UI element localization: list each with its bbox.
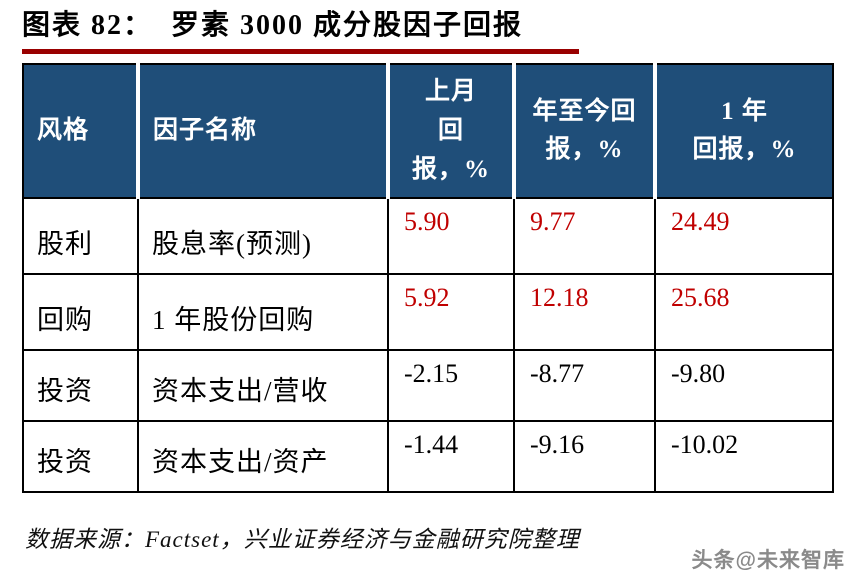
table-row-investment-revenue: 投资 资本支出/营收 -2.15 -8.77 -9.80 — [22, 349, 834, 423]
one-year-cell: -9.80 — [654, 349, 834, 423]
one-year-cell: -10.02 — [654, 420, 834, 494]
last-month-cell: 5.90 — [387, 197, 515, 276]
style-cell: 投资 — [22, 349, 139, 423]
ytd-cell: -8.77 — [513, 349, 656, 423]
table-header-row: 风格 因子名称 上月 回 报，% 年至今回 报，% 1 年 回报，% — [23, 64, 834, 200]
ytd-cell: 9.77 — [513, 197, 656, 276]
col-header-style: 风格 — [23, 64, 140, 200]
table-row-dividend: 股利 股息率(预测) 5.90 9.77 24.49 — [22, 197, 834, 276]
factor-returns-table: 风格 因子名称 上月 回 报，% 年至今回 报，% 1 年 回报，% 股利 股息… — [22, 63, 834, 494]
table-row-investment-assets: 投资 资本支出/资产 -1.44 -9.16 -10.02 — [22, 420, 834, 494]
style-cell: 股利 — [22, 197, 139, 276]
title-underline — [22, 49, 579, 55]
factor-cell: 1 年股份回购 — [137, 273, 389, 352]
one-year-cell: 24.49 — [654, 197, 834, 276]
last-month-cell: -2.15 — [387, 349, 515, 423]
factor-cell: 资本支出/营收 — [137, 349, 389, 423]
col-header-factor: 因子名称 — [138, 64, 390, 200]
ytd-cell: -9.16 — [513, 420, 656, 494]
data-source-note: 数据来源：Factset，兴业证券经济与金融研究院整理 — [25, 527, 580, 553]
last-month-cell: -1.44 — [387, 420, 515, 494]
col-header-last-month: 上月 回 报，% — [388, 64, 516, 200]
table-row-buyback: 回购 1 年股份回购 5.92 12.18 25.68 — [22, 273, 834, 352]
last-month-cell: 5.92 — [387, 273, 515, 352]
figure-title: 图表 82： 罗素 3000 成分股因子回报 — [22, 10, 524, 41]
factor-cell: 资本支出/资产 — [137, 420, 389, 494]
ytd-cell: 12.18 — [513, 273, 656, 352]
factor-cell: 股息率(预测) — [137, 197, 389, 276]
one-year-cell: 25.68 — [654, 273, 834, 352]
style-cell: 投资 — [22, 420, 139, 494]
col-header-one-year: 1 年 回报，% — [655, 64, 834, 200]
col-header-ytd: 年至今回 报，% — [514, 64, 657, 200]
watermark: 头条@未来智库 — [691, 549, 845, 572]
style-cell: 回购 — [22, 273, 139, 352]
